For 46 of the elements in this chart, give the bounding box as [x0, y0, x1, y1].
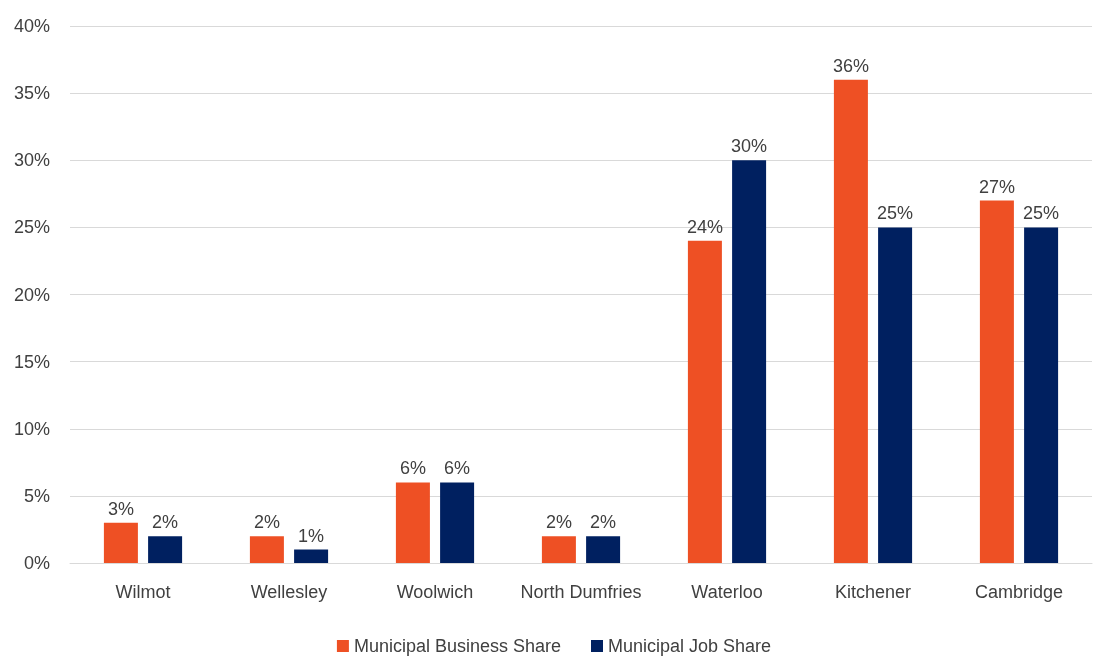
bar: [395, 482, 430, 563]
data-label: 6%: [399, 458, 426, 479]
bar: [294, 549, 329, 563]
data-label: 6%: [444, 458, 471, 479]
y-tick-label: 10%: [13, 418, 50, 439]
data-label: 30%: [731, 136, 768, 157]
bar: [541, 536, 576, 563]
bar: [687, 240, 722, 563]
x-tick-label: Waterloo: [691, 582, 763, 602]
data-label: 1%: [298, 525, 325, 546]
data-label: 2%: [152, 512, 179, 533]
y-tick-label: 35%: [13, 83, 50, 104]
legend-label: Municipal Business Share: [353, 636, 562, 656]
y-tick-label: 0%: [23, 553, 50, 573]
bar: [148, 536, 183, 563]
y-tick-label: 30%: [13, 150, 50, 171]
data-label: 36%: [832, 55, 869, 76]
data-label: 25%: [1023, 203, 1060, 224]
bar: [979, 200, 1014, 563]
bar: [878, 227, 913, 563]
bar: [103, 522, 138, 563]
x-tick-label: Woolwich: [396, 582, 474, 602]
x-tick-label: Wilmot: [115, 582, 171, 602]
bar: [249, 536, 284, 563]
data-label: 27%: [978, 176, 1015, 197]
data-label: 2%: [253, 512, 280, 533]
data-label: 3%: [107, 498, 134, 519]
y-tick-label: 20%: [13, 284, 50, 305]
bar: [586, 536, 621, 563]
x-tick-label: Kitchener: [834, 582, 912, 602]
bar: [833, 79, 868, 563]
bar: [732, 160, 767, 563]
x-tick-label: Cambridge: [974, 582, 1064, 602]
legend-label: Municipal Job Share: [608, 636, 772, 656]
data-label: 24%: [686, 216, 723, 237]
data-label: 2%: [545, 512, 572, 533]
y-tick-label: 5%: [23, 485, 50, 506]
y-tick-label: 40%: [13, 16, 50, 36]
data-label: 2%: [590, 512, 617, 533]
x-tick-label: Wellesley: [250, 582, 328, 602]
bar: [440, 482, 475, 563]
data-label: 25%: [877, 203, 914, 224]
y-tick-label: 25%: [13, 217, 50, 238]
bar: [1024, 227, 1059, 563]
y-tick-label: 15%: [13, 351, 50, 372]
x-tick-label: North Dumfries: [520, 582, 642, 602]
